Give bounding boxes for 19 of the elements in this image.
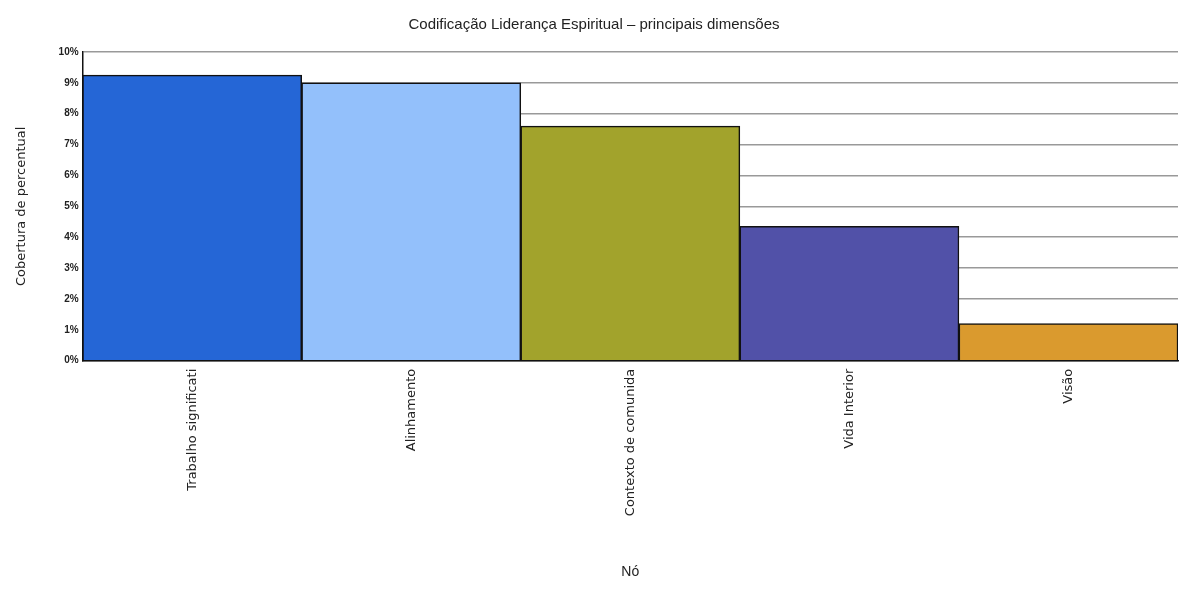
y-axis-title: Cobertura de percentual <box>13 126 29 287</box>
x-tick-label: Visão <box>1059 368 1075 404</box>
x-tick-label: Alinhamento <box>402 368 418 452</box>
chart-title: Codificação Liderança Espiritual – principais dimensões <box>408 15 780 33</box>
x-tick-label: Trabalho significati <box>183 368 199 492</box>
y-tick-label: 10% <box>58 45 79 57</box>
y-tick-label: 7% <box>64 138 79 150</box>
y-tick-label: 8% <box>64 107 79 119</box>
x-tick-label: Vida Interior <box>840 368 856 449</box>
y-tick-label: 2% <box>64 292 79 304</box>
y-tick-label: 6% <box>64 169 79 181</box>
y-tick-label: 0% <box>64 354 79 366</box>
y-tick-label: 5% <box>64 200 79 212</box>
y-tick-label: 9% <box>64 76 79 88</box>
y-tick-label: 3% <box>64 261 79 273</box>
x-axis-title: Nó <box>621 563 640 580</box>
x-tick-label: Contexto de comunida <box>621 368 637 517</box>
y-tick-label: 4% <box>64 230 79 242</box>
y-tick-label: 1% <box>64 323 79 335</box>
